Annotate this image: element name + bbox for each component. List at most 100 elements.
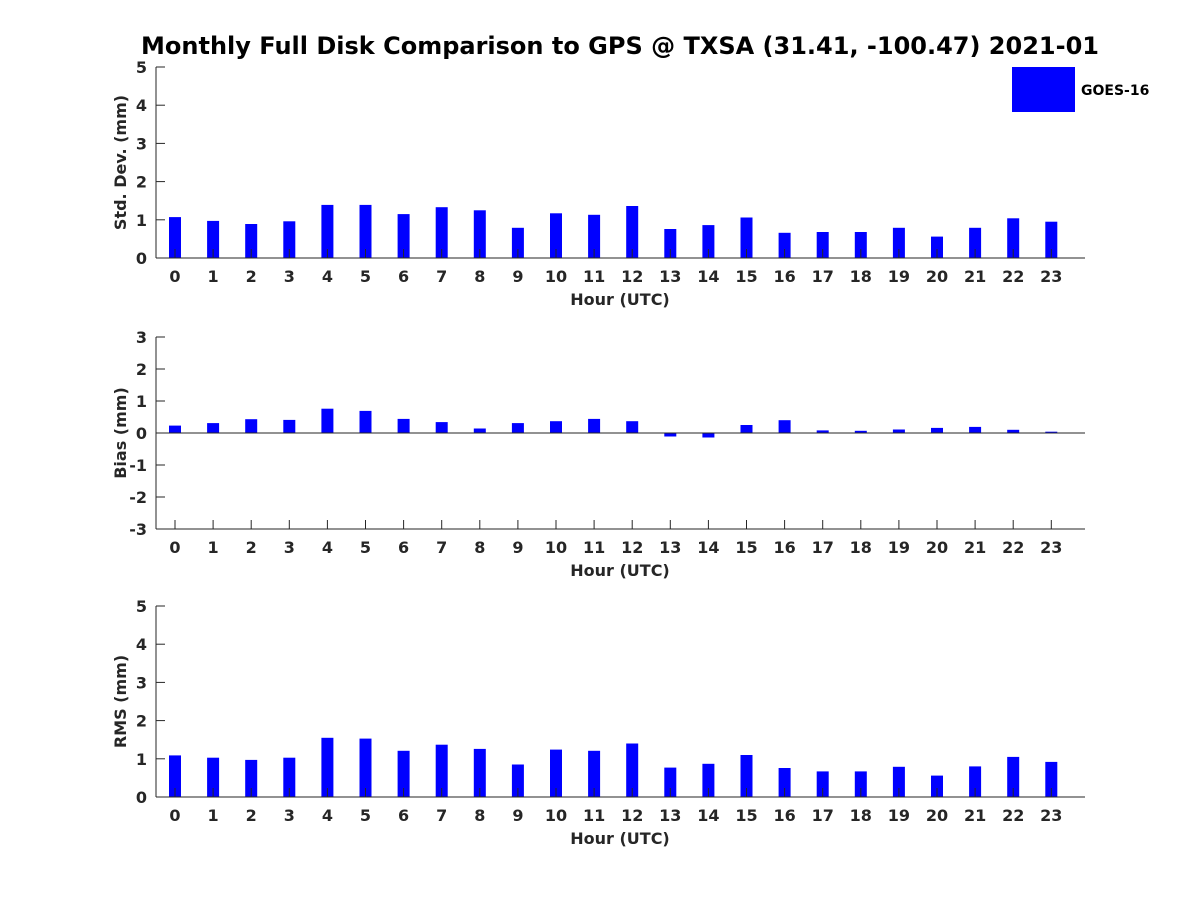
bias-x-tick-label: 12 [621,538,643,557]
bias-x-tick-label: 4 [322,538,333,557]
std-dev-bar-hour-9 [511,227,524,258]
std-dev-x-tick-label: 18 [850,267,872,286]
rms-bar-hour-5 [359,738,372,797]
std-dev-y-tick-label: 3 [136,134,147,153]
bias-x-tick-label: 19 [888,538,910,557]
std-dev-bar-hour-6 [397,214,410,258]
std-dev-x-tick-label: 3 [284,267,295,286]
bias-x-tick-label: 8 [474,538,485,557]
bias-bar-hour-1 [207,423,220,433]
bias-bar-hour-7 [435,422,448,433]
std-dev-x-tick-label: 22 [1002,267,1024,286]
rms-bar-hour-16 [778,768,791,797]
rms-x-tick-label: 12 [621,806,643,825]
bias-y-tick-label: -1 [129,456,147,475]
legend: GOES-16 [1012,67,1149,112]
rms-bar-hour-18 [854,771,867,797]
bias-bar-hour-4 [321,408,334,433]
rms-bar-hour-23 [1045,761,1058,797]
std-dev-y-tick-label: 0 [136,249,147,268]
bias-bar-hour-14 [702,433,715,438]
bias-y-tick-label: -2 [129,488,147,507]
bias-bar-hour-17 [816,430,829,433]
std-dev-y-tick-label: 4 [136,96,147,115]
std-dev-x-tick-label: 14 [697,267,719,286]
std-dev-bar-hour-11 [588,214,601,258]
rms-bar-hour-0 [169,755,181,797]
rms-x-tick-label: 21 [964,806,986,825]
rms-bar-hour-19 [892,766,905,797]
bias-bar-hour-3 [283,419,296,433]
std-dev-x-tick-label: 0 [169,267,180,286]
std-dev-bar-hour-4 [321,204,334,258]
bias-bar-hour-10 [550,421,562,433]
std-dev-x-tick-label: 17 [812,267,834,286]
bias-x-tick-label: 9 [512,538,523,557]
rms-x-tick-label: 8 [474,806,485,825]
rms-x-tick-label: 7 [436,806,447,825]
rms-bar-hour-2 [245,759,258,797]
bias-bar-hour-16 [778,420,791,433]
bias-bar-hour-23 [1045,431,1058,433]
rms-y-tick-label: 2 [136,712,147,731]
rms-bar-hour-11 [588,750,601,797]
rms-y-tick-label: 0 [136,788,147,807]
rms-bar-hour-10 [550,749,562,797]
legend-swatch [1012,67,1075,112]
rms-y-tick-label: 4 [136,635,147,654]
bias-x-tick-label: 2 [246,538,257,557]
std-dev-x-tick-label: 16 [773,267,795,286]
std-dev-bar-hour-21 [969,227,982,258]
bias-bar-hour-21 [969,426,982,433]
rms-bar-hour-9 [511,764,524,797]
std-dev-x-tick-label: 20 [926,267,948,286]
rms-bar-hour-7 [435,744,448,797]
std-dev-y-tick-label: 1 [136,211,147,230]
std-dev-bar-hour-18 [854,232,867,258]
bias-bar-hour-18 [854,430,867,433]
std-dev-x-axis-label: Hour (UTC) [570,290,670,309]
bias-x-tick-label: 1 [208,538,219,557]
std-dev-bar-hour-1 [207,220,220,258]
std-dev-bar-hour-20 [931,236,943,258]
std-dev-y-tick-label: 2 [136,173,147,192]
std-dev-bar-hour-8 [473,210,486,259]
std-dev-bar-hour-19 [892,227,905,258]
rms-y-tick-label: 3 [136,673,147,692]
bias-x-tick-label: 22 [1002,538,1024,557]
rms-x-tick-label: 5 [360,806,371,825]
std-dev-bar-hour-5 [359,204,372,258]
std-dev-bar-hour-17 [816,232,829,258]
bias-y-tick-label: 2 [136,360,147,379]
rms-x-tick-label: 9 [512,806,523,825]
rms-x-tick-label: 3 [284,806,295,825]
bias-bar-hour-5 [359,410,372,433]
bias-x-tick-label: 23 [1040,538,1062,557]
std-dev-bar-hour-7 [435,207,448,258]
bias-y-tick-label: -3 [129,520,147,539]
bias-y-tick-label: 1 [136,392,147,411]
rms-bar-hour-13 [664,767,677,797]
rms-bar-hour-6 [397,750,410,797]
bias-bar-hour-11 [588,418,601,433]
std-dev-bar-hour-3 [283,221,296,258]
bias-x-tick-label: 11 [583,538,605,557]
std-dev-x-tick-label: 23 [1040,267,1062,286]
std-dev-bar-hour-2 [245,224,258,258]
bias-bar-hour-0 [169,425,181,433]
bias-x-tick-label: 15 [735,538,757,557]
std-dev-bar-hour-14 [702,225,715,258]
rms-bar-hour-21 [969,766,982,797]
std-dev-bar-hour-10 [550,213,562,258]
bias-bar-hour-6 [397,418,410,433]
bias-x-axis-label: Hour (UTC) [570,561,670,580]
legend-label: GOES-16 [1081,83,1149,99]
rms-x-tick-label: 19 [888,806,910,825]
bias-x-tick-label: 18 [850,538,872,557]
rms-x-axis-label: Hour (UTC) [570,829,670,848]
rms-bar-hour-1 [207,757,220,797]
bias-x-tick-label: 3 [284,538,295,557]
rms-bar-hour-4 [321,737,334,797]
std-dev-x-tick-label: 2 [246,267,257,286]
